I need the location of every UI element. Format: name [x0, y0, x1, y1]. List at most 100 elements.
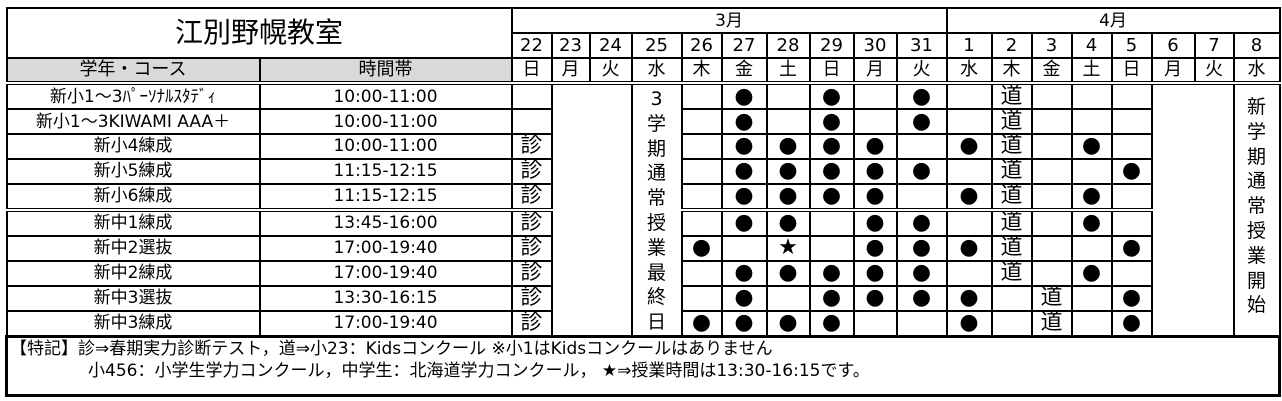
- schedule-cell: [1110, 207, 1153, 237]
- schedule-cell: [680, 284, 723, 312]
- schedule-cell: ●: [765, 182, 811, 211]
- schedule-cell: ●: [808, 81, 855, 111]
- time-slot: 17:00-19:40: [258, 309, 513, 338]
- note-char: 通: [1246, 170, 1266, 193]
- schedule-cell: [852, 108, 898, 135]
- month-header: 3月: [510, 7, 948, 34]
- day-number: 25: [630, 32, 683, 59]
- day-number: 30: [852, 32, 898, 59]
- table-row: 新小5練成 11:15-12:15 診 ● ● ● ● ● 道 ●: [5, 157, 1280, 185]
- schedule-cell: [680, 157, 723, 185]
- schedule-cell: ●: [1070, 182, 1113, 211]
- new-term-start-note: 新学期通常授業開始: [1232, 81, 1281, 338]
- weekday: 火: [895, 57, 948, 85]
- course-name: 新小6練成: [5, 182, 261, 211]
- schedule-cell: ●: [852, 259, 898, 287]
- schedule-cell: ●: [895, 234, 948, 262]
- course-name: 新中2選抜: [5, 234, 261, 262]
- note-char: 期: [1246, 145, 1266, 168]
- remarks-line-2: 小456：小学生学力コンクール，中学生：北海道学力コンクール， ★⇒授業時間は1…: [88, 360, 870, 381]
- weekday: 日: [1110, 57, 1153, 85]
- weekday: 水: [630, 57, 683, 85]
- schedule-cell: ●: [1110, 284, 1153, 312]
- schedule-cell: ●: [808, 284, 855, 312]
- note-char: 授: [1246, 219, 1266, 242]
- schedule-cell: ●: [720, 207, 768, 237]
- schedule-cell: 診: [510, 207, 553, 237]
- day-number: 6: [1150, 32, 1196, 59]
- schedule-cell: [765, 284, 811, 312]
- remarks-footer: 【特記】診⇒春期実力診断テスト，道⇒小23：Kidsコンクール ※小1はKids…: [5, 334, 1281, 397]
- note-char: 期: [646, 137, 666, 160]
- weekday: 木: [680, 57, 723, 85]
- schedule-cell: ●: [765, 309, 811, 338]
- weekday: 火: [588, 57, 633, 85]
- time-slot: 13:45-16:00: [258, 207, 513, 237]
- schedule-cell: [680, 108, 723, 135]
- schedule-cell: ●: [808, 182, 855, 211]
- schedule-cell: 道: [990, 182, 1033, 211]
- schedule-cell: [1110, 132, 1153, 160]
- course-column-header: 学年・コース: [5, 57, 261, 85]
- schedule-cell: [765, 108, 811, 135]
- schedule-cell: [1030, 234, 1073, 262]
- note-char: 業: [1246, 244, 1266, 267]
- schedule-cell: [945, 108, 993, 135]
- note-char: 学: [646, 112, 666, 135]
- schedule-cell: ●: [1070, 132, 1113, 160]
- schedule-cell: [1070, 284, 1113, 312]
- note-char: 終: [646, 286, 666, 309]
- weekday: 月: [550, 57, 591, 85]
- schedule-cell: [852, 309, 898, 338]
- time-slot: 10:00-11:00: [258, 108, 513, 135]
- schedule-cell: [1030, 259, 1073, 287]
- schedule-cell: ●: [895, 81, 948, 111]
- schedule-cell: [1110, 182, 1153, 211]
- time-slot: 17:00-19:40: [258, 259, 513, 287]
- schedule-cell: [1070, 108, 1113, 135]
- day-number: 8: [1232, 32, 1281, 59]
- schedule-cell: ●: [945, 132, 993, 160]
- schedule-cell: 道: [990, 259, 1033, 287]
- schedule-cell: ●: [680, 234, 723, 262]
- schedule-cell: [720, 234, 768, 262]
- schedule-cell: ●: [720, 182, 768, 211]
- schedule-cell: 診: [510, 157, 553, 185]
- schedule-cell: ●: [945, 234, 993, 262]
- schedule-cell: ●: [852, 157, 898, 185]
- schedule-cell: ●: [895, 259, 948, 287]
- schedule-cell: [1030, 182, 1073, 211]
- table-row: 新中3選抜 13:30-16:15 診 ● ● ● ● ● 道 ●: [5, 284, 1280, 312]
- day-number: 28: [765, 32, 811, 59]
- table-row: 新中2練成 17:00-19:40 診 ● ● ● ● ● 道 ●: [5, 259, 1280, 287]
- note-char: 日: [646, 311, 666, 334]
- schedule-cell: ●: [852, 207, 898, 237]
- schedule-cell: [680, 132, 723, 160]
- note-char: 最: [646, 261, 666, 284]
- note-char: 通: [646, 162, 666, 185]
- schedule-cell: 診: [510, 259, 553, 287]
- schedule-cell: ●: [1070, 207, 1113, 237]
- course-name: 新中2練成: [5, 259, 261, 287]
- schedule-cell: ●: [680, 309, 723, 338]
- schedule-cell: ●: [895, 157, 948, 185]
- schedule-cell: ●: [720, 132, 768, 160]
- day-number: 27: [720, 32, 768, 59]
- schedule-cell: ●: [720, 157, 768, 185]
- schedule-cell: [680, 182, 723, 211]
- schedule-cell: [945, 259, 993, 287]
- time-column-header: 時間帯: [258, 57, 513, 85]
- day-number: 23: [550, 32, 591, 59]
- schedule-cell: 診: [510, 182, 553, 211]
- schedule-cell: [945, 157, 993, 185]
- note-char: 業: [646, 236, 666, 259]
- schedule-table: 江別野幌教室 3月 4月 22 23 24 25 26 27 28 29 30 31 1 2 3 4 5 6 7 8 学年…: [5, 7, 1281, 397]
- note-char: 新: [1246, 96, 1266, 118]
- day-number: 7: [1193, 32, 1235, 59]
- weekday: 金: [720, 57, 768, 85]
- weekday: 日: [510, 57, 553, 85]
- day-number: 29: [808, 32, 855, 59]
- schedule-cell: 道: [990, 132, 1033, 160]
- schedule-cell: ●: [720, 284, 768, 312]
- table-row: 新中3練成 17:00-19:40 診 ● ● ● ● ● 道 ●: [5, 309, 1280, 338]
